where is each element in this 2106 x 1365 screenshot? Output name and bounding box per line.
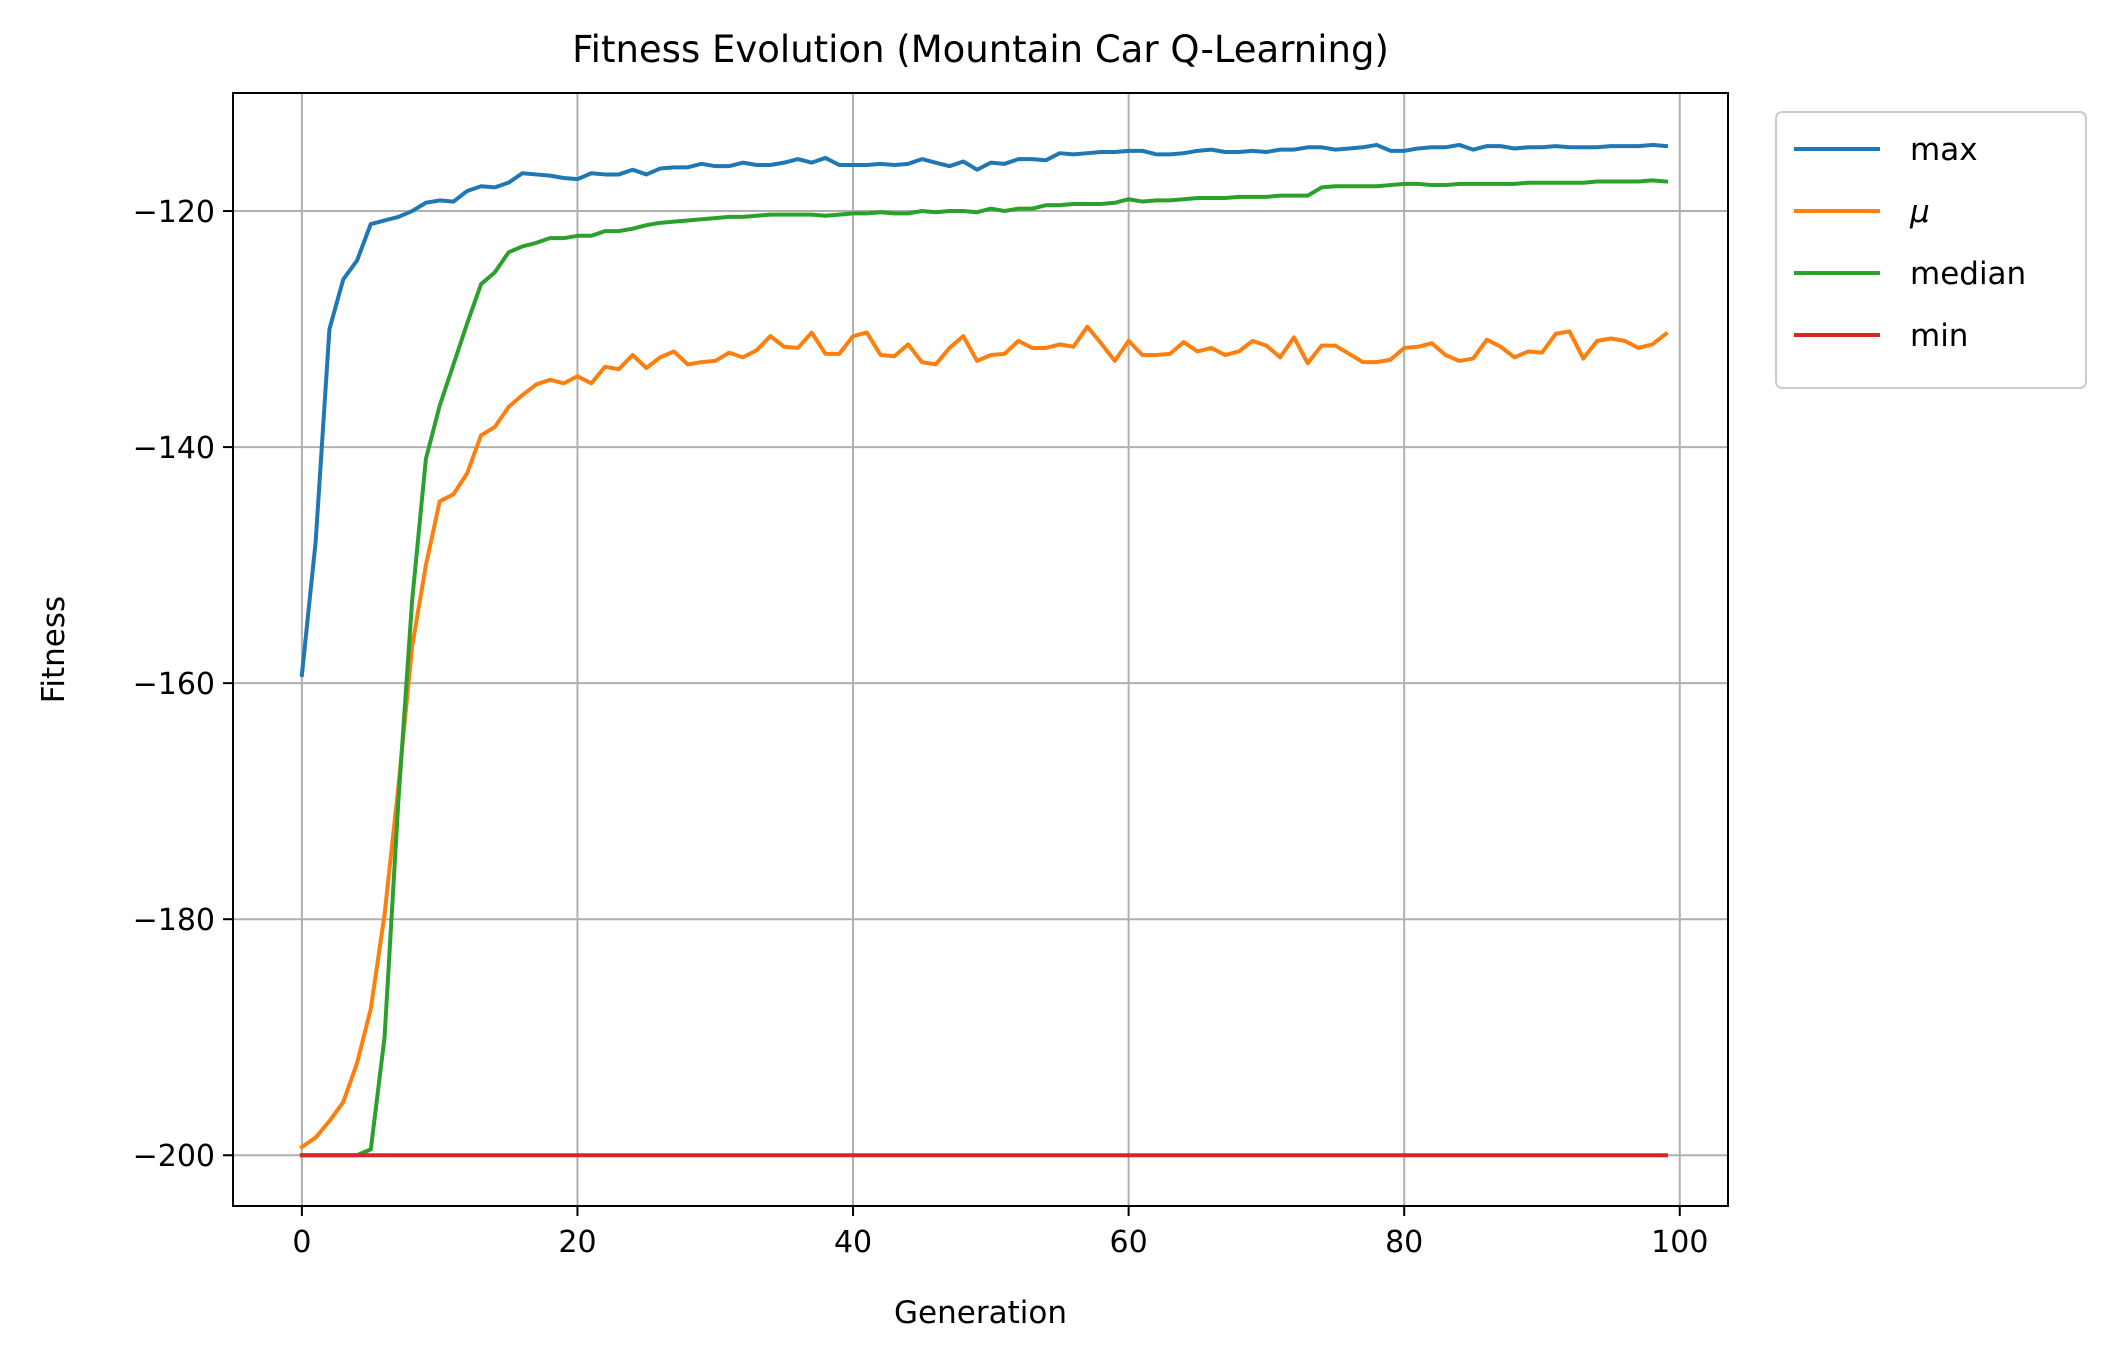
legend-label: max [1910, 132, 1978, 168]
legend-label: median [1910, 256, 2026, 292]
x-tick-label: 100 [1651, 1225, 1708, 1260]
legend-label: min [1910, 318, 1968, 354]
y-tick-label: −140 [133, 431, 215, 466]
x-axis-title: Generation [894, 1295, 1067, 1331]
x-tick-label: 20 [558, 1225, 596, 1260]
y-tick-label: −120 [133, 195, 215, 230]
x-tick-label: 60 [1110, 1225, 1148, 1260]
y-tick-label: −200 [133, 1139, 215, 1174]
series-line-2 [299, 324, 1669, 1150]
x-tick-label: 40 [834, 1225, 872, 1260]
chart-title: Fitness Evolution (Mountain Car Q-Learni… [572, 28, 1389, 71]
axis-ticks: 0 20 40 60 80 100 −200 −180 −160 −140 −120 [133, 195, 1709, 1260]
x-tick-label: 80 [1385, 1225, 1423, 1260]
series-lines [299, 142, 1669, 1158]
legend-box [1775, 111, 2087, 389]
series-line-3 [299, 178, 1669, 1158]
plot-frame [232, 92, 1729, 1207]
x-tick-label: 0 [292, 1225, 311, 1260]
legend-label: μ [1909, 194, 1930, 230]
y-tick-label: −180 [133, 903, 215, 938]
legend: max μ median min [1775, 111, 2087, 389]
y-axis-title: Fitness [36, 596, 72, 703]
y-tick-label: −160 [133, 667, 215, 702]
series-line-1 [299, 142, 1669, 678]
